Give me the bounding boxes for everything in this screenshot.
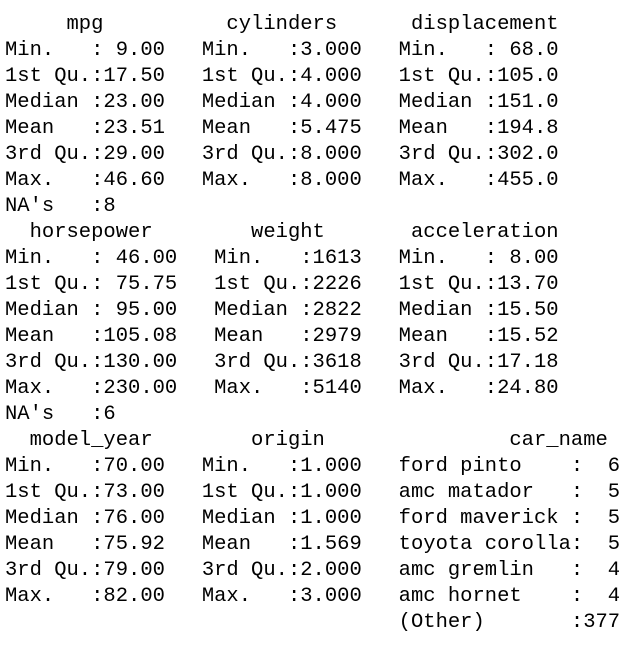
stats-line-1st-qu: 1st Qu.: 75.75 1st Qu.:2226 1st Qu.:13.7… [5, 273, 559, 296]
stats-line-mean: Mean :23.51 Mean :5.475 Mean :194.8 [5, 117, 559, 140]
stats-line-median: Median : 95.00 Median :2822 Median :15.5… [5, 299, 559, 322]
header-line-mpg-cylinders-displacement: mpg cylinders displacement [5, 13, 559, 36]
stats-line-median: Median :76.00 Median :1.000 ford maveric… [5, 507, 621, 530]
stats-line-nas: NA's :8 [5, 195, 116, 218]
header-line-horsepower-weight-acceleration: horsepower weight acceleration [5, 221, 559, 244]
stats-line-min: Min. : 9.00 Min. :3.000 Min. : 68.0 [5, 39, 559, 62]
stats-line-1st-qu: 1st Qu.:73.00 1st Qu.:1.000 amc matador … [5, 481, 621, 504]
stats-line-max: Max. :82.00 Max. :3.000 amc hornet : 4 [5, 585, 621, 608]
stats-line-max: Max. :46.60 Max. :8.000 Max. :455.0 [5, 169, 559, 192]
stats-line-min: Min. :70.00 Min. :1.000 ford pinto : 6 [5, 455, 621, 478]
header-line-model-year-origin-car-name: model_year origin car_name [5, 429, 608, 452]
stats-line-3rd-qu: 3rd Qu.:29.00 3rd Qu.:8.000 3rd Qu.:302.… [5, 143, 559, 166]
stats-line-other: (Other) :377 [5, 611, 621, 634]
stats-line-mean: Mean :105.08 Mean :2979 Mean :15.52 [5, 325, 559, 348]
stats-line-3rd-qu: 3rd Qu.:79.00 3rd Qu.:2.000 amc gremlin … [5, 559, 621, 582]
stats-line-median: Median :23.00 Median :4.000 Median :151.… [5, 91, 559, 114]
stats-line-1st-qu: 1st Qu.:17.50 1st Qu.:4.000 1st Qu.:105.… [5, 65, 559, 88]
stats-line-nas: NA's :6 [5, 403, 116, 426]
stats-line-mean: Mean :75.92 Mean :1.569 toyota corolla: … [5, 533, 621, 556]
stats-line-3rd-qu: 3rd Qu.:130.00 3rd Qu.:3618 3rd Qu.:17.1… [5, 351, 559, 374]
stats-line-max: Max. :230.00 Max. :5140 Max. :24.80 [5, 377, 559, 400]
stats-line-min: Min. : 46.00 Min. :1613 Min. : 8.00 [5, 247, 559, 270]
console-output: mpg cylinders displacement Min. : 9.00 M… [5, 12, 620, 636]
